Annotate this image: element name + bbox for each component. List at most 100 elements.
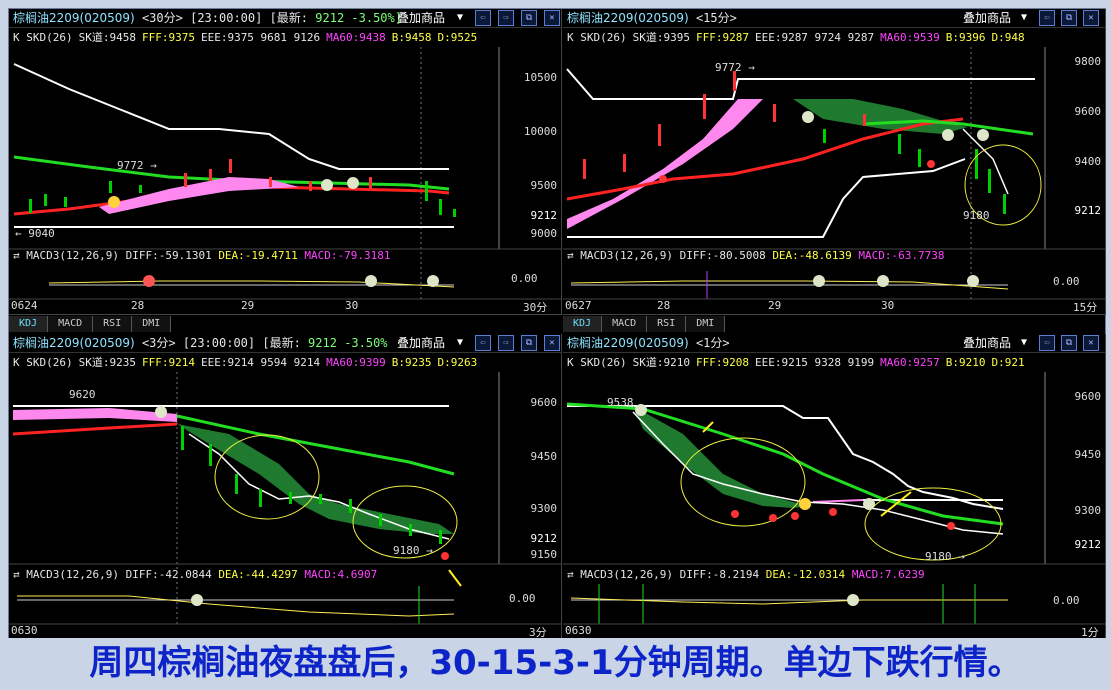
macd-dea: DEA:-44.4297 [218, 568, 298, 581]
y-tick-current: 9212 [530, 532, 558, 545]
macd-label: MACD3(12,26,9) [580, 249, 673, 262]
indicator-line: K SKD(26) SK道:9395 FFF:9287 EEE:9287 9724 9… [567, 29, 1031, 45]
ind-k: K SKD(26) [567, 356, 627, 369]
caption-text: 周四棕榈油夜盘盘后，30-15-3-1分钟周期。单边下跌行情。 [0, 638, 1111, 690]
panel-1min[interactable]: 棕榈油2209(020509) <1分> 叠加商品 ▼ ⇦ ⧉ ✕ K SKD(… [563, 334, 1106, 640]
y-axis: 10500 10000 9500 9212 9000 [503, 9, 561, 249]
chevron-down-icon[interactable]: ▼ [1021, 337, 1028, 348]
swap-icon[interactable]: ⇄ [567, 568, 581, 581]
panel-3min[interactable]: 棕榈油2209(020509) <3分> [23:00:00] [最新: 921… [9, 334, 562, 640]
macd-zero: 0.00 [509, 592, 536, 605]
ind-d: D:921 [991, 356, 1025, 369]
x-tick: 30 [881, 299, 895, 312]
ind-sk: SK道:9210 [632, 356, 690, 369]
macd-value: MACD:7.6239 [851, 568, 925, 581]
y-tick: 10000 [523, 125, 557, 138]
overlay-dropdown[interactable]: 叠加商品 [963, 11, 1012, 25]
instrument-name: 棕榈油2209(020509) [13, 11, 135, 25]
period-label: <30分> [141, 11, 183, 25]
price-label-low: 9180 → [925, 550, 965, 563]
tab-kdj[interactable]: KDJ [563, 316, 603, 332]
macd-dea: DEA:-19.4711 [218, 249, 298, 262]
panel-30min[interactable]: 棕榈油2209(020509) <30分> [23:00:00] [最新: 92… [9, 9, 562, 315]
y-axis: 9800 9600 9400 9212 [1047, 9, 1105, 249]
swap-icon[interactable]: ⇄ [13, 568, 27, 581]
last-price: 9212 [315, 11, 345, 25]
ind-ma60: MA60:9539 [880, 31, 940, 44]
window-mode-icon[interactable]: ⧉ [521, 335, 537, 351]
close-icon[interactable]: ✕ [544, 335, 560, 351]
close-icon[interactable]: ✕ [544, 10, 560, 26]
ind-fff: FFF:9208 [695, 356, 749, 369]
tab-macd[interactable]: MACD [602, 316, 648, 332]
swap-icon[interactable]: ⇄ [13, 249, 27, 262]
close-icon[interactable]: ✕ [1083, 335, 1099, 351]
panel-title-bar: 棕榈油2209(020509) <3分> [23:00:00] [最新: 921… [9, 334, 561, 353]
ind-ma60: MA60:9438 [326, 31, 386, 44]
macd-readout: ⇄ MACD3(12,26,9) DIFF:-8.2194 DEA:-12.03… [567, 568, 925, 581]
overlay-dropdown[interactable]: 叠加商品 [397, 11, 446, 25]
overlay-dropdown[interactable]: 叠加商品 [963, 336, 1012, 350]
swap-icon[interactable]: ⇄ [567, 249, 581, 262]
chevron-down-icon[interactable]: ▼ [1021, 12, 1028, 23]
y-tick: 9450 [530, 450, 558, 463]
macd-zero: 0.00 [1053, 594, 1080, 607]
ind-sk: SK道:9235 [78, 356, 136, 369]
close-icon[interactable]: ✕ [1083, 10, 1099, 26]
y-tick: 10500 [523, 71, 557, 84]
panel-15min[interactable]: 棕榈油2209(020509) <15分> 叠加商品 ▼ ⇦ ⧉ ✕ K SKD… [563, 9, 1106, 315]
panel-title-bar: 棕榈油2209(020509) <1分> 叠加商品 ▼ ⇦ ⧉ ✕ [563, 334, 1105, 353]
macd-label: MACD3(12,26,9) [26, 249, 119, 262]
macd-diff: DIFF:-8.2194 [679, 568, 760, 581]
instrument-name: 棕榈油2209(020509) [13, 336, 135, 350]
window-mode-icon[interactable]: ⧉ [1061, 10, 1077, 26]
tab-dmi[interactable]: DMI [132, 316, 172, 332]
window-mode-icon[interactable]: ⧉ [1061, 335, 1077, 351]
ind-fff: FFF:9375 [141, 31, 195, 44]
y-tick: 9600 [1074, 105, 1102, 118]
x-tick: 29 [241, 299, 255, 312]
ind-fff: FFF:9287 [695, 31, 749, 44]
period-x-label: 1分 [1081, 626, 1099, 639]
indicator-line: K SKD(26) SK道:9235 FFF:9214 EEE:9214 9594 9… [13, 354, 483, 370]
y-axis: 9600 9450 9300 9212 [1047, 334, 1105, 564]
ind-d: D:9525 [437, 31, 478, 44]
arrow-left-icon[interactable]: ⇦ [475, 10, 491, 26]
arrow-right-icon[interactable]: ⇨ [498, 335, 514, 351]
overlay-dropdown[interactable]: 叠加商品 [397, 336, 446, 350]
ind-eee: EEE:9215 9328 9199 [754, 356, 875, 369]
arrow-left-icon[interactable]: ⇦ [475, 335, 491, 351]
arrow-left-icon[interactable]: ⇦ [1039, 335, 1055, 351]
tab-rsi[interactable]: RSI [647, 316, 687, 332]
tab-dmi[interactable]: DMI [686, 316, 726, 332]
x-tick: 30 [345, 299, 359, 312]
period-x-label: 15分 [1073, 301, 1098, 314]
tab-rsi[interactable]: RSI [93, 316, 133, 332]
tab-macd[interactable]: MACD [48, 316, 94, 332]
macd-diff: DIFF:-80.5008 [679, 249, 766, 262]
x-tick: 0624 [11, 299, 38, 312]
tab-kdj[interactable]: KDJ [9, 316, 49, 332]
chart-window: 棕榈油2209(020509) <30分> [23:00:00] [最新: 92… [8, 8, 1106, 640]
ind-k: K SKD(26) [13, 31, 73, 44]
arrow-right-icon[interactable]: ⇨ [498, 10, 514, 26]
ind-b: B:9210 [945, 356, 986, 369]
macd-diff: DIFF:-42.0844 [125, 568, 212, 581]
last-label: [最新: [262, 336, 301, 350]
window-mode-icon[interactable]: ⧉ [521, 10, 537, 26]
chevron-down-icon[interactable]: ▼ [457, 337, 464, 348]
ind-ma60: MA60:9257 [880, 356, 940, 369]
y-tick: 9300 [1074, 504, 1102, 517]
y-tick-current: 9212 [1074, 538, 1102, 551]
time-label: [23:00:00] [190, 11, 263, 25]
chevron-down-icon[interactable]: ▼ [457, 12, 464, 23]
indicator-line: K SKD(26) SK道:9210 FFF:9208 EEE:9215 9328 9… [567, 354, 1031, 370]
y-tick: 9450 [1074, 448, 1102, 461]
macd-diff: DIFF:-59.1301 [125, 249, 212, 262]
indicator-tabs-left: KDJ MACD RSI DMI [9, 316, 172, 332]
y-tick-current: 9212 [1074, 204, 1102, 217]
panel-title-bar: 棕榈油2209(020509) <15分> 叠加商品 ▼ ⇦ ⧉ ✕ [563, 9, 1105, 28]
ind-k: K SKD(26) [13, 356, 73, 369]
period-label: <3分> [141, 336, 176, 350]
arrow-left-icon[interactable]: ⇦ [1039, 10, 1055, 26]
